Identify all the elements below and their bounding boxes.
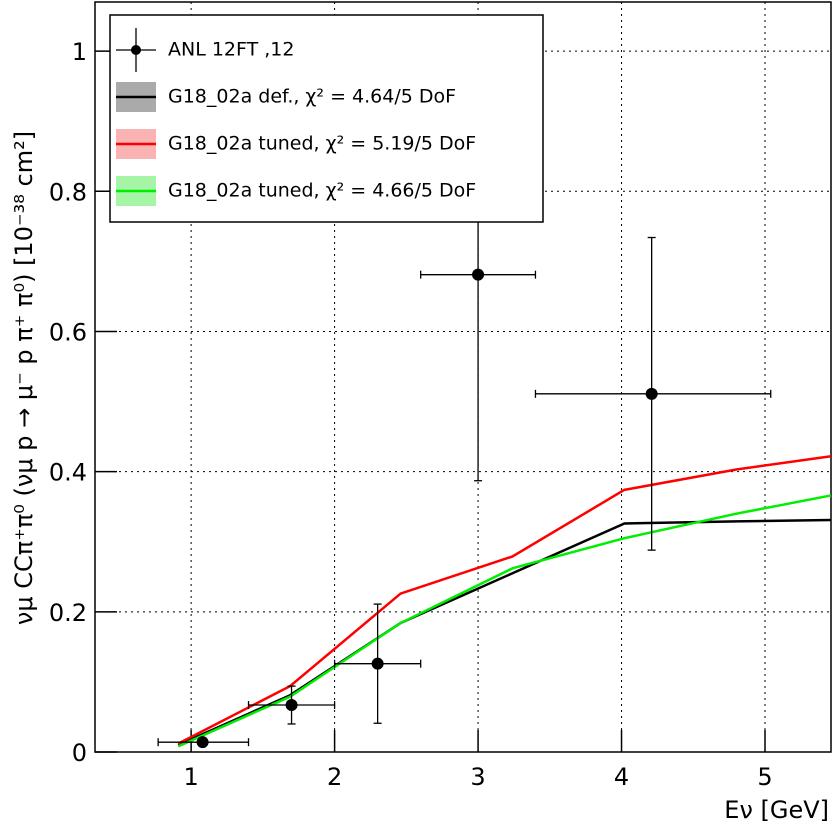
legend-box — [109, 14, 544, 223]
data-point — [371, 657, 384, 670]
y-tick-label: 0.4 — [49, 459, 87, 487]
data-point — [645, 387, 658, 400]
legend-label: G18_02a tuned, χ² = 5.19/5 DoF — [168, 133, 476, 155]
data-point — [285, 699, 298, 712]
x-tick-label: 1 — [183, 763, 198, 791]
x-tick-label: 3 — [470, 763, 485, 791]
series-line — [177, 494, 832, 748]
data-point — [472, 268, 485, 281]
legend-marker — [131, 45, 141, 55]
series-line — [177, 518, 832, 747]
legend-label: ANL 12FT ,12 — [168, 39, 294, 61]
y-tick-label: 0 — [72, 739, 87, 767]
data-point — [196, 736, 209, 749]
legend-label: G18_02a tuned, χ² = 4.66/5 DoF — [168, 180, 476, 202]
y-tick-label: 0.2 — [49, 599, 87, 627]
y-tick-label: 0.6 — [49, 318, 87, 346]
x-axis-label: Eν [GeV] — [724, 796, 829, 824]
x-tick-label: 5 — [757, 763, 772, 791]
y-axis-label: νμ CCπ⁺π⁰ (νμ p → μ⁻ p π⁺ π⁰) [10⁻³⁸ cm²… — [10, 131, 38, 625]
legend-label: G18_02a def., χ² = 4.64/5 DoF — [168, 86, 456, 108]
y-tick-label: 0.8 — [49, 178, 87, 206]
x-tick-label: 4 — [614, 763, 629, 791]
x-tick-label: 2 — [327, 763, 342, 791]
y-tick-label: 1 — [72, 38, 87, 66]
